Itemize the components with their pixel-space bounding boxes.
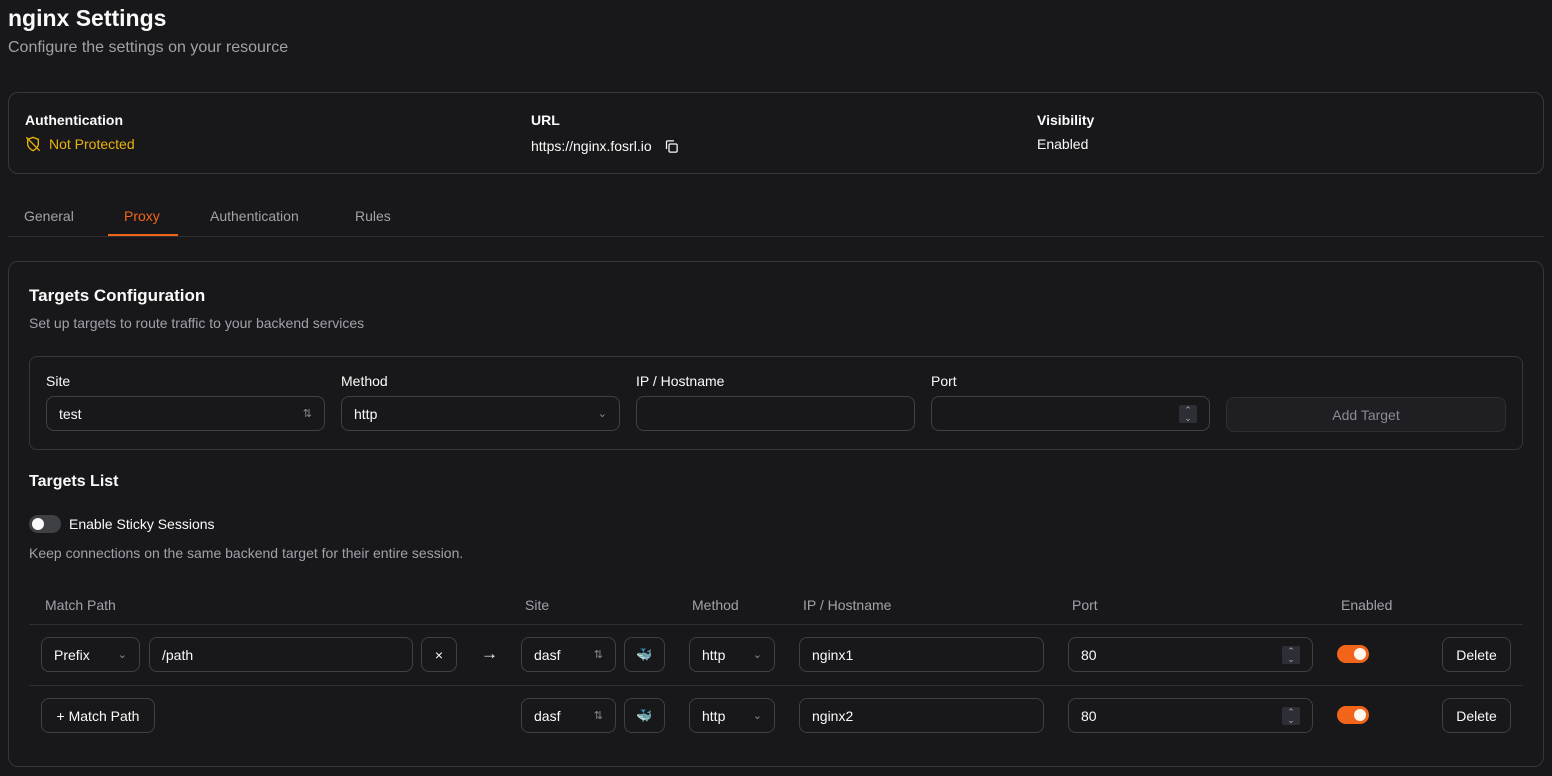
delete-button[interactable]: Delete [1442,637,1511,672]
add-match-path-button[interactable]: + Match Path [41,698,155,733]
table-header-divider [29,624,1523,625]
targets-description: Set up targets to route traffic to your … [29,315,365,331]
visibility-label: Visibility [1037,112,1095,128]
site-select[interactable]: dasf ⇅ [521,698,616,733]
chevron-down-icon: ⌄ [752,649,762,661]
targets-title: Targets Configuration [29,286,206,305]
site-value: dasf [534,707,561,724]
method-select[interactable]: http ⌄ [689,698,775,733]
active-tab-indicator [108,234,178,236]
targets-card [8,261,1544,767]
delete-button[interactable]: Delete [1442,698,1511,733]
port-input[interactable]: 80 ⌃ ⌄ [1068,698,1313,733]
method-select[interactable]: http ⌄ [341,396,620,431]
auth-value: Not Protected [49,136,135,152]
method-select-value: http [354,405,378,422]
docker-icon: 🐳 [636,707,653,723]
port-stepper[interactable]: ⌃ ⌄ [1282,645,1300,664]
host-input[interactable]: nginx1 [799,637,1044,672]
ip-label: IP / Hostname [636,373,725,389]
docker-button[interactable]: 🐳 [624,698,665,733]
col-ip: IP / Hostname [803,597,892,613]
port-input[interactable]: 80 ⌃ ⌄ [1068,637,1313,672]
site-select-value: test [59,405,82,422]
page-subtitle: Configure the settings on your resource [8,39,289,56]
method-value: http [702,646,726,663]
path-value: /path [162,646,194,663]
site-select[interactable]: dasf ⇅ [521,637,616,672]
auth-status: Not Protected [25,136,135,152]
chevron-down-icon: ⌄ [752,710,762,722]
col-method: Method [692,597,739,613]
arrow-right-icon: → [481,644,498,663]
url-label: URL [531,112,560,128]
col-match-path: Match Path [45,597,116,613]
row-divider [29,685,1523,686]
host-input[interactable]: nginx2 [799,698,1044,733]
tab-rules[interactable]: Rules [355,208,391,224]
site-label: Site [46,373,71,389]
url-value[interactable]: https://nginx.fosrl.io [531,138,652,154]
enabled-toggle[interactable] [1337,706,1369,724]
match-type-value: Prefix [54,646,90,663]
col-enabled: Enabled [1341,597,1393,613]
method-value: http [702,707,726,724]
col-site: Site [525,597,550,613]
docker-icon: 🐳 [636,646,653,662]
chevron-down-icon: ⌄ [117,649,127,661]
port-value: 80 [1081,707,1097,724]
chevron-down-icon: ⌄ [597,408,607,420]
shield-off-icon [25,136,41,152]
page-title: nginx Settings [8,5,167,31]
match-type-select[interactable]: Prefix ⌄ [41,637,140,672]
info-card: Authentication Not Protected URL https:/… [8,92,1544,174]
copy-icon[interactable] [664,139,679,154]
method-select[interactable]: http ⌄ [689,637,775,672]
auth-label: Authentication [25,112,123,128]
port-stepper[interactable]: ⌃ ⌄ [1282,706,1300,725]
host-value: nginx1 [812,646,854,663]
method-label: Method [341,373,388,389]
chevrons-up-down-icon: ⇅ [302,408,312,420]
sticky-sessions-toggle[interactable] [29,515,61,533]
port-input[interactable]: ⌃ ⌄ [931,396,1210,431]
ip-input[interactable] [636,396,915,431]
col-port: Port [1072,597,1098,613]
host-value: nginx2 [812,707,854,724]
visibility-value: Enabled [1037,136,1089,152]
chevrons-up-down-icon: ⇅ [593,710,603,722]
docker-button[interactable]: 🐳 [624,637,665,672]
url-row: https://nginx.fosrl.io [531,138,679,154]
clear-match-button[interactable]: × [421,637,457,672]
enabled-toggle[interactable] [1337,645,1369,663]
port-value: 80 [1081,646,1097,663]
site-select[interactable]: test ⇅ [46,396,325,431]
site-value: dasf [534,646,561,663]
add-target-button[interactable]: Add Target [1226,397,1506,432]
path-input[interactable]: /path [149,637,413,672]
chevrons-up-down-icon: ⇅ [593,649,603,661]
tab-authentication[interactable]: Authentication [210,208,299,224]
targets-list-title: Targets List [29,473,119,490]
port-stepper[interactable]: ⌃ ⌄ [1179,404,1197,423]
sticky-sessions-label: Enable Sticky Sessions [69,516,215,532]
port-label: Port [931,373,957,389]
tabs-divider [8,236,1544,237]
tab-general[interactable]: General [24,208,74,224]
tab-proxy[interactable]: Proxy [124,208,160,224]
sticky-sessions-description: Keep connections on the same backend tar… [29,545,464,561]
